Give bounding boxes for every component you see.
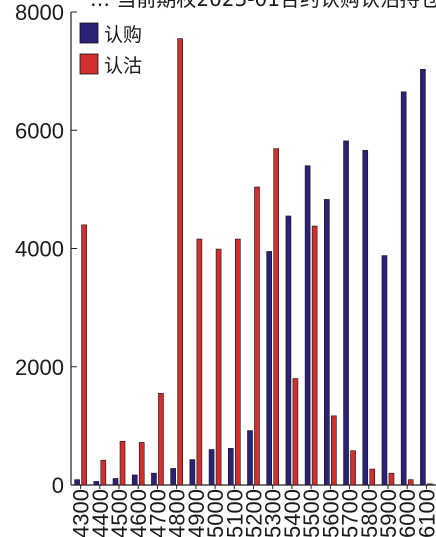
y-tick-label: 8000 xyxy=(15,0,64,25)
bar-put-5300 xyxy=(273,148,280,486)
bar-call-4500 xyxy=(112,478,119,486)
x-tick-label: 4700 xyxy=(145,489,170,537)
bar-call-5200 xyxy=(247,430,253,486)
x-tick-label: 5300 xyxy=(261,489,286,537)
bar-call-4600 xyxy=(131,474,138,486)
bar-put-5200 xyxy=(254,186,260,486)
x-tick-label: 5700 xyxy=(338,489,363,537)
legend-label-put: 认沽 xyxy=(104,55,142,77)
bar-call-4700 xyxy=(151,472,157,486)
bar-put-4700 xyxy=(158,393,164,486)
bar-call-4400 xyxy=(93,481,100,486)
bar-put-5900 xyxy=(388,472,395,486)
x-tick-group: 4300440045004600470048004900500051005200… xyxy=(69,485,436,537)
bar-call-4800 xyxy=(170,468,176,486)
bar-call-4300 xyxy=(74,479,80,486)
bar-call-5000 xyxy=(208,449,215,486)
bar-put-5600 xyxy=(331,415,337,486)
x-tick-label: 5200 xyxy=(242,489,267,537)
x-tick-label: 4800 xyxy=(165,489,190,537)
bar-call-6100 xyxy=(420,69,426,486)
y-tick-label: 2000 xyxy=(15,355,64,380)
bar-call-5700 xyxy=(343,140,349,486)
x-tick-label: 4400 xyxy=(88,489,113,537)
bar-call-5100 xyxy=(227,448,234,486)
x-tick-label: 5600 xyxy=(318,489,343,537)
x-tick-label: 5000 xyxy=(203,489,228,537)
bar-call-4900 xyxy=(189,459,196,486)
bar-put-5500 xyxy=(311,225,318,486)
x-tick-label: 5100 xyxy=(222,489,247,537)
x-tick-label: 4600 xyxy=(126,489,151,537)
bar-put-4900 xyxy=(196,238,203,486)
bar-call-5500 xyxy=(304,165,311,486)
legend-swatch-put xyxy=(79,53,99,75)
bar-call-5600 xyxy=(324,199,330,486)
bar-put-4300 xyxy=(81,224,87,486)
x-tick-label: 4900 xyxy=(184,489,209,537)
bar-put-5800 xyxy=(369,468,376,486)
bar-put-5000 xyxy=(215,248,222,486)
y-axis: 0 2000 4000 6000 8000 xyxy=(15,0,77,498)
bar-call-5900 xyxy=(381,255,388,486)
bar-put-6100 xyxy=(427,483,433,486)
bar-put-5700 xyxy=(350,450,356,486)
x-tick-label: 5800 xyxy=(357,489,382,537)
bar-call-5800 xyxy=(362,150,369,486)
bar-call-6000 xyxy=(400,91,407,486)
legend: 认购 认沽 xyxy=(79,22,142,77)
chart-title: …·当前期权2023-01合约认购认沽持仓 xyxy=(90,0,436,11)
x-tick-label: 4500 xyxy=(107,489,132,537)
bar-call-5300 xyxy=(266,251,273,486)
x-tick-label: 5500 xyxy=(299,489,324,537)
bar-put-5100 xyxy=(234,238,241,486)
x-tick-label: 6100 xyxy=(414,489,436,537)
legend-label-call: 认购 xyxy=(104,24,142,46)
x-tick-label: 4300 xyxy=(69,489,94,537)
x-tick-label: 5400 xyxy=(280,489,305,537)
bar-put-6000 xyxy=(407,479,414,486)
y-tick-label: 0 xyxy=(52,473,64,498)
bar-put-4400 xyxy=(100,459,107,486)
y-tick-group: 0 2000 4000 6000 8000 xyxy=(15,0,77,498)
bar-call-5400 xyxy=(285,215,292,486)
bar-put-4800 xyxy=(177,38,183,486)
bar-group xyxy=(74,38,433,486)
bar-put-4600 xyxy=(138,442,145,486)
bar-put-4500 xyxy=(119,440,126,486)
x-tick-label: 6000 xyxy=(395,489,420,537)
y-tick-label: 6000 xyxy=(15,118,64,143)
bar-put-5400 xyxy=(292,378,299,486)
legend-swatch-call xyxy=(79,22,99,44)
x-tick-label: 5900 xyxy=(376,489,401,537)
x-axis: 4300440045004600470048004900500051005200… xyxy=(69,484,436,537)
y-tick-label: 4000 xyxy=(15,237,64,262)
